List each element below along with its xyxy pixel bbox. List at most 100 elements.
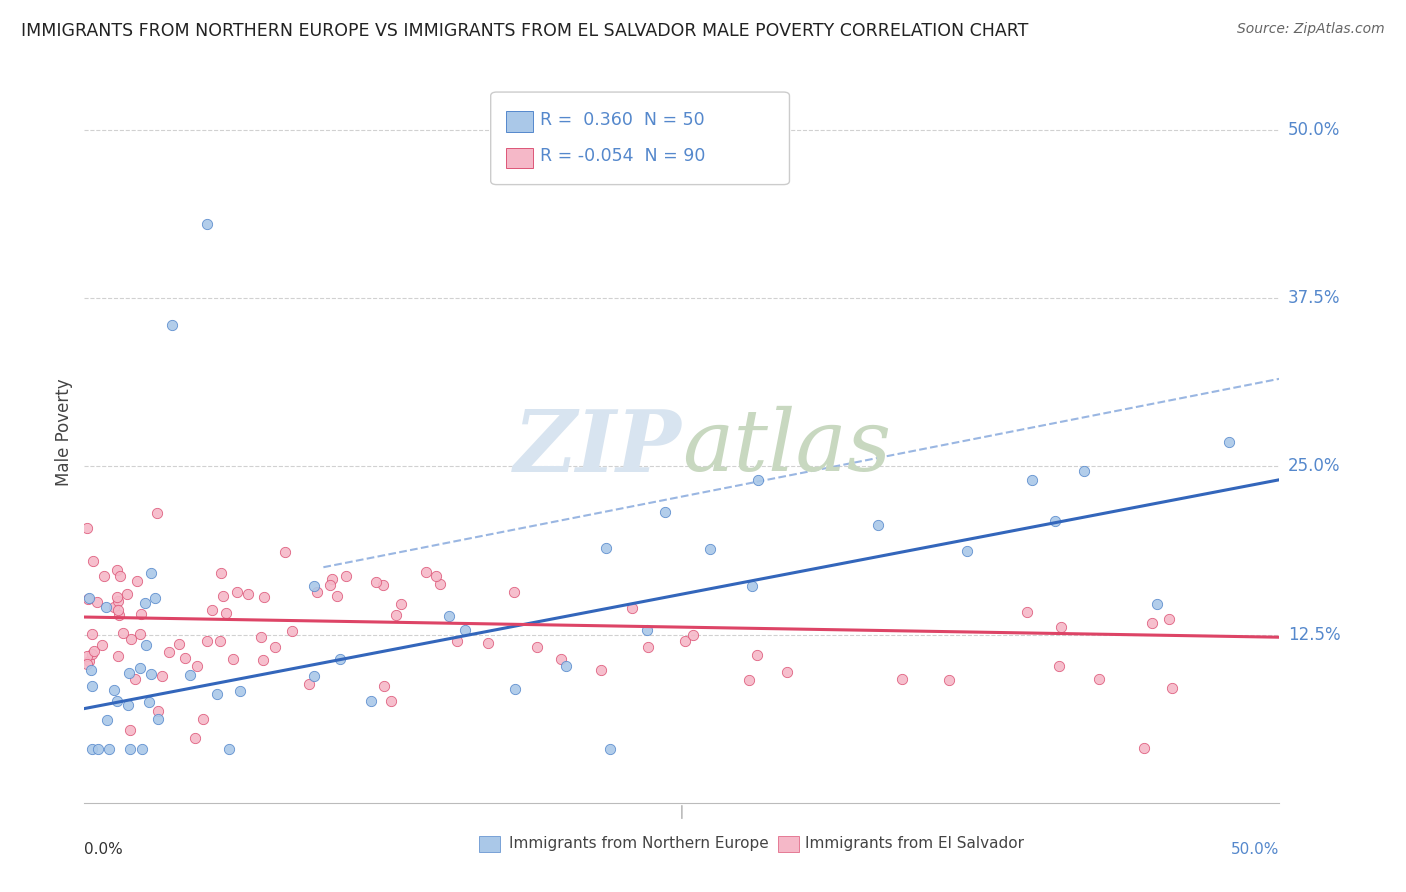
Point: [107, 603, 129, 617]
Point: [186, 659, 208, 673]
Point: [159, 645, 181, 659]
Point: [93, 568, 115, 582]
Point: [738, 673, 761, 688]
Point: [80, 663, 103, 677]
Point: [105, 694, 128, 708]
Point: [195, 634, 218, 648]
Point: [446, 634, 468, 648]
Point: [319, 577, 342, 591]
Point: [673, 633, 696, 648]
Point: [82, 627, 104, 641]
Point: [503, 584, 526, 599]
Point: [637, 640, 659, 655]
Point: [264, 640, 287, 655]
Point: [439, 608, 461, 623]
Text: 50.0%: 50.0%: [1232, 842, 1279, 856]
Point: [139, 666, 162, 681]
Point: [550, 652, 572, 666]
Point: [415, 565, 437, 579]
Point: [77, 591, 100, 605]
Point: [1050, 619, 1073, 633]
Point: [76, 520, 98, 534]
Point: [117, 698, 139, 713]
Point: [238, 587, 260, 601]
FancyBboxPatch shape: [479, 836, 501, 853]
Point: [591, 663, 613, 677]
FancyBboxPatch shape: [506, 112, 533, 132]
Point: [174, 650, 197, 665]
Point: [373, 679, 395, 693]
Point: [131, 607, 153, 621]
Text: 50.0%: 50.0%: [1288, 120, 1340, 139]
Point: [1218, 434, 1240, 449]
Point: [120, 632, 142, 646]
Point: [184, 731, 207, 745]
Point: [250, 631, 273, 645]
Point: [82, 554, 104, 568]
Point: [77, 654, 100, 668]
Point: [105, 590, 128, 604]
Point: [321, 572, 343, 586]
Point: [229, 683, 252, 698]
Point: [131, 742, 153, 756]
Text: 25.0%: 25.0%: [1288, 458, 1340, 475]
Point: [135, 639, 157, 653]
Point: [83, 644, 105, 658]
Point: [120, 742, 142, 756]
Point: [1043, 514, 1066, 528]
FancyBboxPatch shape: [491, 92, 790, 185]
Point: [152, 668, 174, 682]
Text: Immigrants from El Salvador: Immigrants from El Salvador: [806, 836, 1024, 851]
Point: [98, 742, 121, 756]
Point: [526, 640, 548, 654]
Point: [129, 627, 152, 641]
Point: [1159, 612, 1181, 626]
Point: [425, 569, 447, 583]
Point: [191, 712, 214, 726]
Point: [120, 723, 142, 737]
Point: [108, 607, 131, 622]
Point: [108, 569, 131, 583]
Point: [96, 713, 118, 727]
Point: [91, 638, 114, 652]
Point: [326, 589, 349, 603]
Text: Source: ZipAtlas.com: Source: ZipAtlas.com: [1237, 22, 1385, 37]
Point: [145, 506, 167, 520]
Point: [1146, 597, 1168, 611]
Point: [1073, 464, 1095, 478]
Point: [1047, 659, 1070, 673]
Point: [112, 625, 135, 640]
Text: R =  0.360  N = 50: R = 0.360 N = 50: [540, 112, 704, 129]
Point: [329, 652, 352, 666]
Point: [890, 672, 912, 686]
Point: [118, 666, 141, 681]
Point: [305, 585, 328, 599]
Point: [226, 584, 249, 599]
Point: [107, 594, 129, 608]
Text: Immigrants from Northern Europe: Immigrants from Northern Europe: [509, 836, 768, 851]
Point: [866, 517, 889, 532]
Point: [273, 545, 295, 559]
Point: [105, 563, 128, 577]
FancyBboxPatch shape: [778, 836, 799, 853]
Text: 12.5%: 12.5%: [1288, 625, 1340, 643]
Point: [124, 672, 146, 686]
Point: [211, 590, 233, 604]
Point: [209, 634, 232, 648]
Point: [699, 541, 721, 556]
Point: [179, 668, 201, 682]
Text: ZIP: ZIP: [515, 406, 682, 489]
Point: [128, 661, 150, 675]
Point: [654, 505, 676, 519]
Point: [195, 217, 218, 231]
Point: [96, 599, 118, 614]
Point: [148, 713, 170, 727]
Point: [938, 673, 960, 687]
Point: [302, 578, 325, 592]
FancyBboxPatch shape: [506, 147, 533, 169]
Point: [371, 578, 394, 592]
Point: [741, 579, 763, 593]
Point: [636, 623, 658, 637]
Point: [80, 742, 103, 756]
Y-axis label: Male Poverty: Male Poverty: [55, 379, 73, 486]
